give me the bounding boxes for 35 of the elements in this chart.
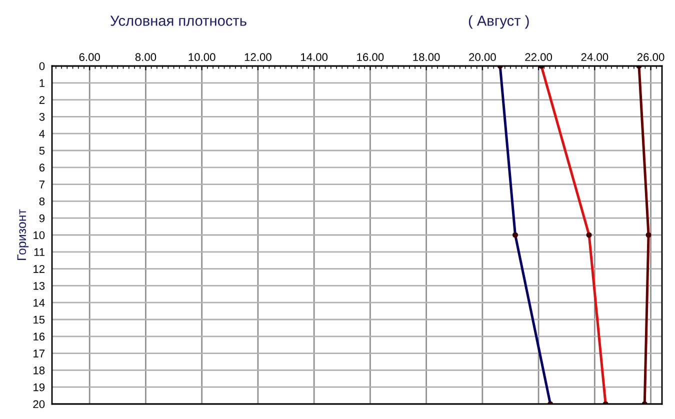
x-tick-label: 14.00 xyxy=(301,53,328,62)
y-tick-label: 11 xyxy=(34,248,45,256)
chart-title: Условная плотность xyxy=(110,16,246,26)
y-tick-label: 15 xyxy=(34,316,45,324)
y-axis-title: Горизонт xyxy=(17,209,29,260)
y-tick-label: 14 xyxy=(34,298,45,307)
y-tick-label: 2 xyxy=(39,96,44,104)
x-tick-label: 18.00 xyxy=(413,53,440,62)
x-tick-label: 8.00 xyxy=(135,53,156,62)
x-tick-label: 12.00 xyxy=(244,53,272,62)
y-tick-label: 10 xyxy=(34,231,45,240)
x-tick-label: 26.00 xyxy=(637,53,664,62)
x-tick-label: 10.00 xyxy=(188,53,216,62)
y-tick-label: 5 xyxy=(39,146,45,155)
y-tick-label: 16 xyxy=(34,332,45,341)
y-tick-label: 0 xyxy=(39,62,45,70)
chart-subtitle: ( Август ) xyxy=(468,15,529,29)
y-tick-label: 1 xyxy=(40,79,45,87)
y-tick-label: 17 xyxy=(34,350,44,358)
y-tick-label: 9 xyxy=(39,214,45,222)
y-tick-label: 7 xyxy=(39,180,44,188)
y-tick-label: 12 xyxy=(34,265,44,273)
y-tick-label: 13 xyxy=(34,282,45,290)
y-tick-label: 20 xyxy=(33,400,45,408)
x-tick-label: 24.00 xyxy=(581,53,608,62)
y-tick-label: 3 xyxy=(39,112,45,121)
x-tick-label: 22.00 xyxy=(525,53,552,62)
x-tick-label: 6.00 xyxy=(79,53,100,62)
y-tick-label: 6 xyxy=(39,164,45,172)
y-tick-label: 4 xyxy=(39,130,45,138)
x-tick-label: 20.00 xyxy=(469,53,496,62)
y-tick-label: 18 xyxy=(34,366,45,374)
y-tick-label: 8 xyxy=(39,197,45,206)
y-tick-label: 19 xyxy=(34,383,45,392)
x-tick-label: 16.00 xyxy=(357,53,384,62)
